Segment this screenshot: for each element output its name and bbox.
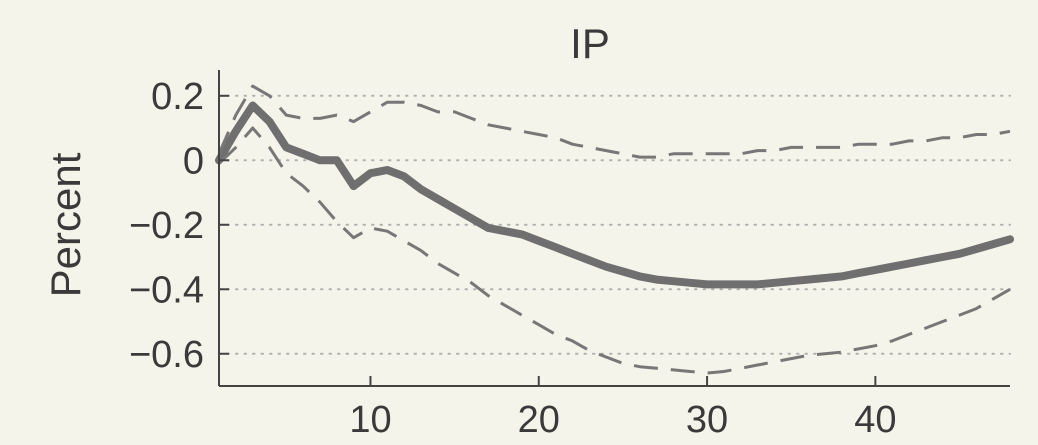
- grid-lines: [218, 94, 1011, 355]
- y-tick-label: −0.4: [129, 269, 204, 311]
- lower-confidence-band: [217, 126, 1011, 375]
- y-tick-label: 0.2: [151, 76, 204, 118]
- x-tick-label: 40: [854, 399, 896, 441]
- y-tick-label: −0.2: [129, 205, 204, 247]
- tick-labels: 0.2 0 −0.2 −0.4 −0.6 10 20 30 40: [129, 76, 897, 441]
- plot-series: [215, 84, 1014, 375]
- x-tick-label: 10: [349, 399, 391, 441]
- y-tick-label: 0: [183, 140, 204, 182]
- chart-title: IP: [570, 20, 610, 67]
- x-tick-label: 20: [518, 399, 560, 441]
- upper-confidence-band: [217, 84, 1011, 159]
- y-axis-label: Percent: [42, 152, 89, 297]
- point-estimate-line: [215, 101, 1014, 289]
- x-tick-label: 30: [686, 399, 728, 441]
- y-tick-label: −0.6: [129, 334, 204, 376]
- axes: [218, 70, 1010, 387]
